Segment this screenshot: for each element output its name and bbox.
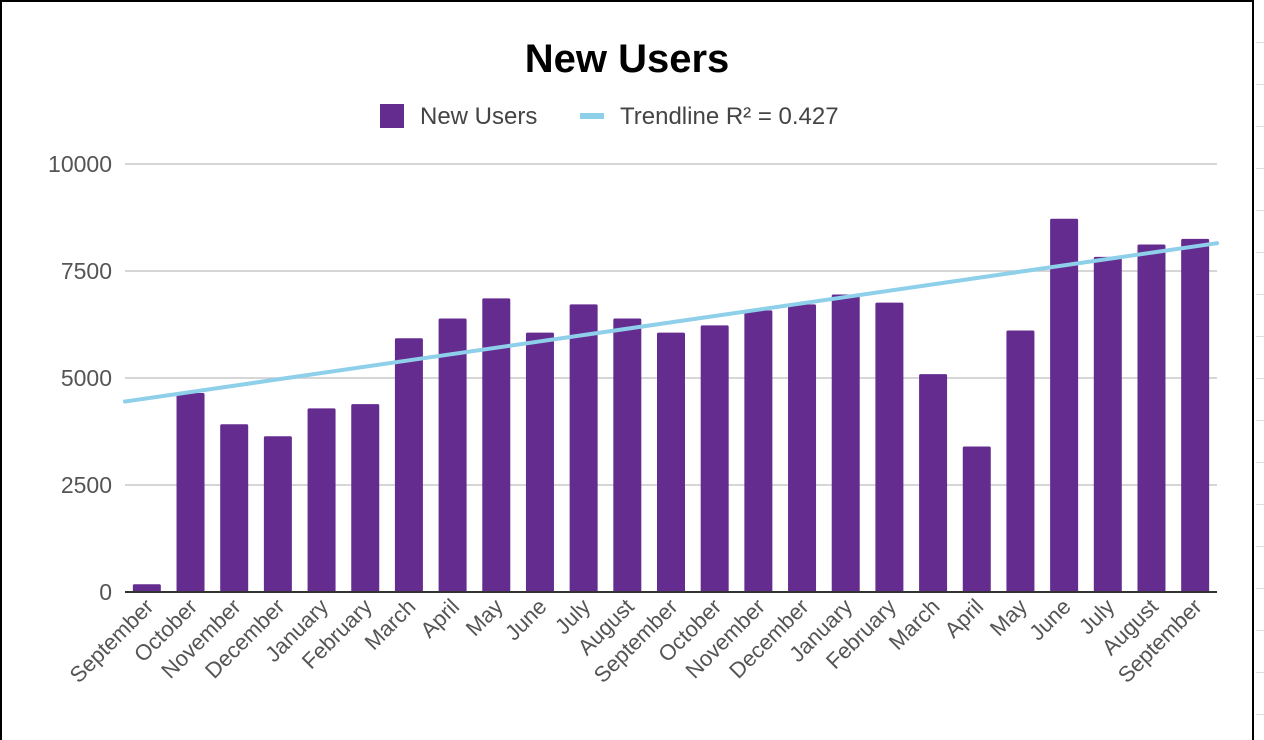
sheet-row-line	[1256, 126, 1264, 127]
bar	[788, 304, 817, 592]
bar	[1181, 238, 1210, 592]
bar	[962, 446, 991, 592]
bar	[1093, 256, 1122, 592]
y-tick-label: 5000	[61, 365, 112, 391]
sheet-row-line	[1256, 714, 1264, 715]
sheet-row-line	[1256, 672, 1264, 673]
x-tick-label: April	[939, 594, 988, 643]
legend-label-trendline: Trendline R² = 0.427	[620, 103, 839, 130]
sheet-row-line	[1256, 420, 1264, 421]
y-tick-label: 0	[99, 579, 112, 605]
x-tick-label: March	[884, 594, 945, 655]
bar	[176, 392, 205, 592]
legend-label-new-users: New Users	[420, 103, 537, 130]
bar	[438, 318, 467, 592]
sheet-row-line	[1256, 168, 1264, 169]
sheet-row-line	[1256, 378, 1264, 379]
trendline	[123, 241, 1219, 404]
bar	[132, 584, 161, 592]
bar	[613, 318, 642, 592]
bar	[875, 302, 904, 592]
bar	[394, 338, 423, 592]
x-tick-label: March	[360, 594, 421, 655]
bar	[1006, 330, 1035, 592]
x-tick-label: April	[415, 594, 464, 643]
sheet-row-line	[1256, 546, 1264, 547]
bar	[220, 424, 249, 592]
y-axis-ticks: 0 2500 5000 7500 10000	[48, 151, 112, 605]
x-tick-label: May	[985, 594, 1032, 641]
bar	[307, 408, 336, 592]
bar	[700, 325, 729, 592]
x-tick-label: June	[1024, 594, 1075, 645]
bar	[525, 332, 554, 592]
bar	[744, 310, 773, 592]
sheet-row-line	[1256, 294, 1264, 295]
bar	[351, 404, 380, 592]
sheet-row-line	[1256, 630, 1264, 631]
bar	[1050, 218, 1079, 592]
sheet-row-line	[1256, 504, 1264, 505]
bar	[657, 332, 685, 592]
sheet-row-line	[1256, 84, 1264, 85]
bars	[132, 218, 1210, 593]
sheet-row-line	[1256, 462, 1264, 463]
y-tick-label: 7500	[61, 258, 112, 284]
legend: New Users Trendline R² = 0.427	[380, 103, 839, 130]
bar	[263, 436, 292, 592]
legend-swatch-trendline	[580, 113, 604, 119]
x-axis-labels: SeptemberOctoberNovemberDecemberJanuaryF…	[65, 594, 1207, 688]
bar	[569, 304, 598, 592]
bar	[482, 298, 511, 592]
x-tick-label: June	[500, 594, 551, 645]
chart-title: New Users	[525, 37, 730, 81]
bar	[919, 374, 948, 592]
x-tick-label: May	[461, 594, 508, 641]
sheet-row-line	[1256, 252, 1264, 253]
sheet-gridlines-strip	[1256, 0, 1264, 740]
sheet-row-line	[1256, 210, 1264, 211]
y-tick-label: 2500	[61, 472, 112, 498]
legend-swatch-new-users	[380, 104, 404, 128]
sheet-row-line	[1256, 42, 1264, 43]
sheet-row-line	[1256, 588, 1264, 589]
bar	[831, 294, 860, 592]
y-tick-label: 10000	[48, 151, 112, 177]
sheet-row-line	[1256, 336, 1264, 337]
bar	[1137, 244, 1166, 593]
